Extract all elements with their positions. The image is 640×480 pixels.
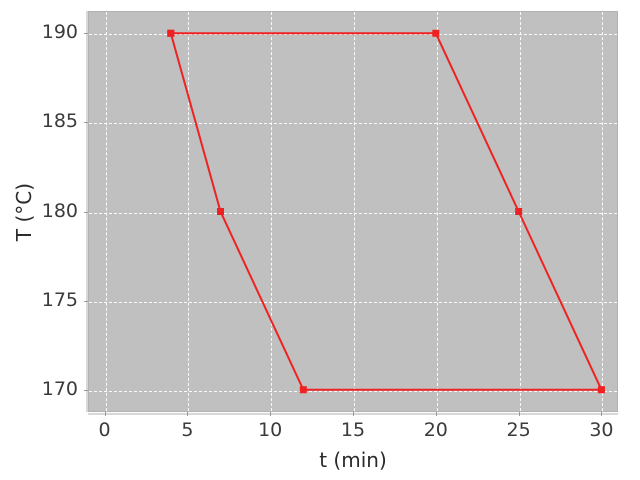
y-tick-mark xyxy=(84,211,88,213)
y-tick-label: 180 xyxy=(41,199,78,222)
gridline-vertical xyxy=(602,12,604,411)
x-axis-label: t (min) xyxy=(319,448,387,472)
x-tick-mark xyxy=(187,412,189,416)
y-tick-label: 185 xyxy=(41,110,78,133)
y-tick-mark xyxy=(84,33,88,35)
x-tick-label: 5 xyxy=(181,419,194,441)
x-tick-mark xyxy=(601,412,603,416)
x-tick-mark xyxy=(353,412,354,416)
x-tick-label: 20 xyxy=(423,419,448,441)
y-tick-label: 170 xyxy=(41,377,78,400)
x-tick-mark xyxy=(518,412,520,416)
x-tick-mark xyxy=(435,412,437,416)
gridline-horizontal xyxy=(89,212,617,214)
x-tick-mark xyxy=(270,412,272,416)
gridline-vertical xyxy=(271,12,273,411)
y-tick-mark xyxy=(84,389,88,391)
plot-area xyxy=(88,11,618,412)
gridline-horizontal xyxy=(89,34,617,36)
gridline-horizontal xyxy=(89,301,617,303)
x-tick-label: 0 xyxy=(98,419,111,441)
y-axis-label-wrapper: T (°C) xyxy=(10,11,38,412)
x-tick-label: 25 xyxy=(506,419,531,441)
gridline-vertical xyxy=(105,12,107,411)
gridline-vertical xyxy=(436,12,438,411)
x-tick-mark xyxy=(104,412,106,416)
y-tick-label: 190 xyxy=(41,21,78,44)
y-tick-mark xyxy=(84,122,88,124)
y-axis-label: T (°C) xyxy=(12,182,36,241)
x-tick-label: 15 xyxy=(340,419,366,441)
y-tick-mark xyxy=(84,300,88,302)
x-tick-label: 30 xyxy=(589,419,614,441)
gridline-vertical xyxy=(354,12,355,411)
gridline-vertical xyxy=(519,12,521,411)
gridline-horizontal xyxy=(89,390,617,392)
gridline-vertical xyxy=(188,12,190,411)
y-tick-label: 175 xyxy=(41,288,78,311)
gridline-horizontal xyxy=(89,123,617,125)
x-tick-label: 10 xyxy=(258,419,283,441)
